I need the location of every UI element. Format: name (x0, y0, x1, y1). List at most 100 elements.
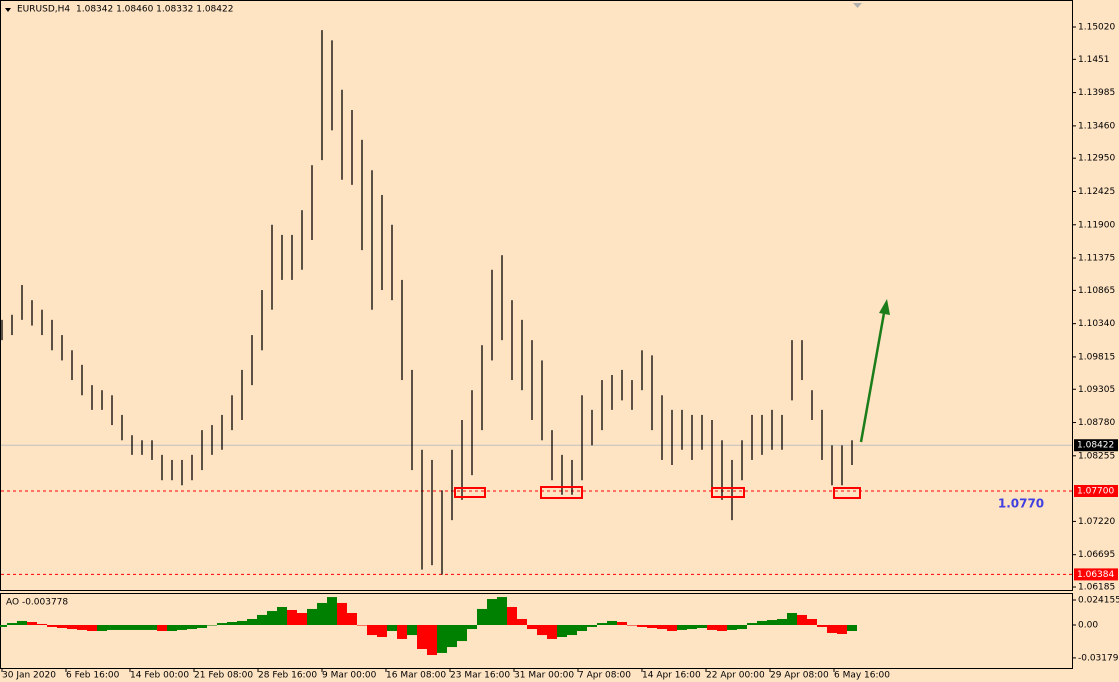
level-label: 1.06384 (1077, 570, 1114, 580)
x-tick-label: 28 Feb 16:00 (258, 671, 317, 681)
ao-bar (657, 624, 667, 630)
x-tick-label: 9 Mar 00:00 (322, 671, 377, 681)
ao-bar (367, 624, 377, 636)
ao-bar (217, 623, 227, 625)
ao-bar (257, 614, 267, 625)
ao-bar (47, 624, 57, 627)
x-tick-label: 29 Apr 08:00 (770, 671, 829, 681)
ao-bar (757, 620, 767, 625)
ao-bar (817, 624, 827, 627)
ao-bar (747, 623, 757, 625)
ao-bar (187, 624, 197, 630)
ao-bar (467, 624, 477, 630)
y-tick-label: 1.08780 (1078, 418, 1115, 428)
y-tick-label: 1.09305 (1078, 385, 1115, 395)
ao-bar (347, 612, 357, 625)
ao-bar (597, 623, 607, 625)
ao-bar (617, 621, 627, 625)
level-tag (1074, 484, 1118, 497)
ao-bar (497, 597, 507, 625)
x-tick-label: 30 Jan 2020 (2, 671, 56, 681)
ao-bar (397, 624, 407, 639)
ao-bar (777, 618, 787, 625)
annotations (454, 299, 890, 499)
ao-bar (767, 620, 777, 625)
trend-arrow (859, 312, 886, 443)
ao-bar (437, 624, 447, 653)
panel-title: EURUSD,H4 (17, 5, 70, 15)
price-tag (1074, 439, 1118, 452)
y-tick-label: 1.09815 (1078, 352, 1115, 362)
ao-bar (447, 624, 457, 648)
support-box (454, 487, 486, 498)
ao-bar (0, 624, 7, 627)
y-tick-label: 1.15020 (1078, 23, 1115, 33)
level-label: 1.07700 (1077, 486, 1114, 496)
ao-bar (707, 624, 717, 630)
support-box (540, 486, 583, 499)
support-box (833, 487, 861, 499)
ao-bar (377, 624, 387, 638)
ao-bar (277, 606, 287, 625)
arrow-head (879, 299, 890, 315)
ao-bar (827, 624, 837, 633)
ao-bar (727, 624, 737, 630)
ao-bar (577, 624, 587, 632)
ao-bar (527, 624, 537, 630)
ao-bar (677, 624, 687, 630)
ao-bar (807, 618, 817, 625)
ao-bar (637, 624, 647, 627)
ao-bar (167, 624, 177, 632)
ao-bar (87, 624, 97, 632)
ao-bar (287, 609, 297, 625)
ao-bar (787, 612, 797, 625)
ao-bar (337, 602, 347, 625)
ao-bar (317, 602, 327, 625)
support-box (711, 487, 745, 498)
shift-marker (853, 3, 862, 8)
x-tick-label: 6 May 16:00 (834, 671, 890, 681)
ao-bar (687, 624, 697, 630)
ao-bar (517, 618, 527, 625)
y-tick-label: 1.06695 (1078, 550, 1115, 560)
ao-bar (357, 624, 367, 626)
ao-bar (7, 623, 17, 625)
y-tick-label: 1.1451 (1078, 55, 1110, 65)
x-tick-label: 7 Apr 08:00 (578, 671, 631, 681)
ao-bar (227, 621, 237, 625)
x-tick-label: 16 Mar 08:00 (386, 671, 446, 681)
ao-bar (427, 624, 437, 656)
ao-bar (77, 624, 87, 630)
y-tick-label: 1.08255 (1078, 451, 1115, 461)
ao-bar (837, 624, 847, 635)
ao-bar (587, 624, 597, 627)
ao-bar (117, 624, 127, 630)
y-tick-label: -0.031793 (1078, 653, 1119, 663)
ao-bar (737, 624, 747, 630)
ao-bar (207, 624, 217, 626)
ao-bar (487, 599, 497, 625)
ao-bar (607, 620, 617, 625)
y-tick-label: 1.12950 (1078, 154, 1115, 164)
quote: 1.08342 1.08460 1.08332 1.08422 (76, 5, 233, 15)
ao-bar (667, 624, 677, 632)
panel-title: AO -0.003778 (6, 598, 68, 608)
ao-bar (557, 624, 567, 638)
ao-bar (57, 624, 67, 629)
y-tick-label: 1.06185 (1078, 583, 1115, 593)
ao-bar (107, 624, 117, 630)
ao-bar (37, 623, 47, 625)
ao-bar (307, 608, 317, 625)
ao-bar (697, 624, 707, 629)
y-tick-label: 1.11900 (1078, 220, 1115, 230)
y-tick-label: 1.13985 (1078, 88, 1115, 98)
x-tick-label: 23 Mar 16:00 (450, 671, 510, 681)
ao-bar (97, 624, 107, 632)
ao-bar (237, 620, 247, 625)
ao-panel-frame (0, 593, 1073, 669)
ao-bar (327, 597, 337, 625)
ao-bar (717, 624, 727, 632)
level-annotation: 1.0770 (998, 496, 1044, 510)
